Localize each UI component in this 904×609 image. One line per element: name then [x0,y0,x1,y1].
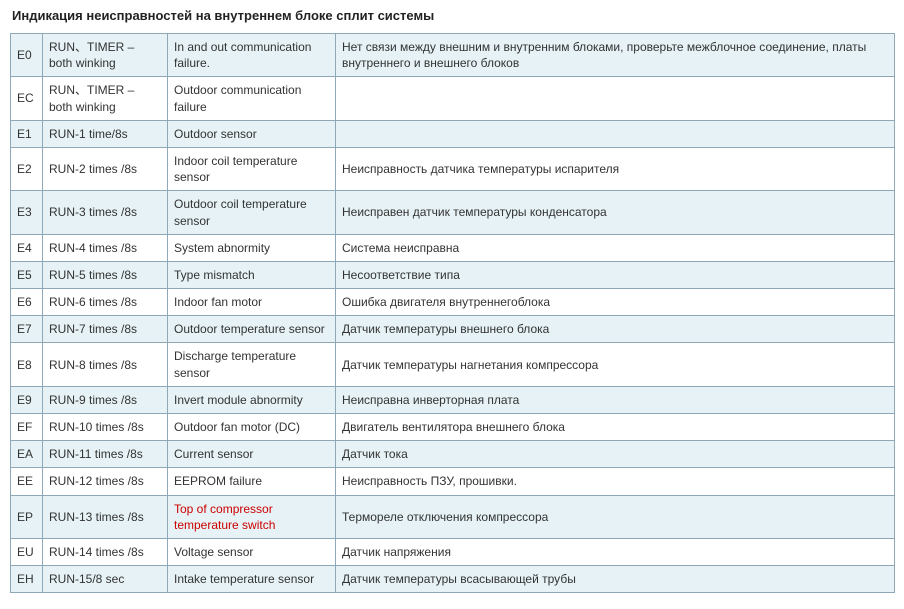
fault-ru-cell: Датчик тока [336,441,895,468]
table-row: EPRUN-13 times /8sTop of compressor temp… [11,495,895,538]
table-row: EARUN-11 times /8sCurrent sensorДатчик т… [11,441,895,468]
error-code: E2 [11,147,43,190]
fault-ru-cell: Ошибка двигателя внутреннегоблока [336,289,895,316]
indicator-cell: RUN-12 times /8s [43,468,168,495]
fault-ru-cell [336,77,895,120]
indicator-cell: RUN-11 times /8s [43,441,168,468]
fault-en-cell: Type mismatch [168,261,336,288]
fault-ru-cell: Датчик напряжения [336,538,895,565]
table-row: EFRUN-10 times /8sOutdoor fan motor (DC)… [11,414,895,441]
error-code: E4 [11,234,43,261]
fault-ru-cell: Датчик температуры всасывающей трубы [336,566,895,593]
fault-en-cell: Discharge temperature sensor [168,343,336,386]
fault-en-cell: Outdoor sensor [168,120,336,147]
indicator-cell: RUN-9 times /8s [43,386,168,413]
indicator-cell: RUN-6 times /8s [43,289,168,316]
error-code: EH [11,566,43,593]
fault-en-cell: Indoor coil temperature sensor [168,147,336,190]
fault-en-cell: Outdoor temperature sensor [168,316,336,343]
error-code: E1 [11,120,43,147]
indicator-cell: RUN-2 times /8s [43,147,168,190]
indicator-cell: RUN-14 times /8s [43,538,168,565]
indicator-cell: RUN、TIMER – both winking [43,77,168,120]
indicator-cell: RUN-4 times /8s [43,234,168,261]
table-row: E7RUN-7 times /8sOutdoor temperature sen… [11,316,895,343]
page-title: Индикация неисправностей на внутреннем б… [12,8,894,23]
fault-en-cell: Indoor fan motor [168,289,336,316]
fault-ru-cell: Нет связи между внешним и внутренним бло… [336,34,895,77]
fault-ru-cell: Неисправность датчика температуры испари… [336,147,895,190]
table-row: E5RUN-5 times /8sType mismatchНесоответс… [11,261,895,288]
error-code: EA [11,441,43,468]
table-row: EURUN-14 times /8sVoltage sensorДатчик н… [11,538,895,565]
table-row: ECRUN、TIMER – both winkingOutdoor commun… [11,77,895,120]
fault-ru-cell: Датчик температуры нагнетания компрессор… [336,343,895,386]
fault-en-cell: Outdoor communication failure [168,77,336,120]
fault-en-cell: Outdoor coil temperature sensor [168,191,336,234]
fault-en-cell: Invert module abnormity [168,386,336,413]
error-code: E6 [11,289,43,316]
table-row: E2RUN-2 times /8sIndoor coil temperature… [11,147,895,190]
table-row: E9RUN-9 times /8sInvert module abnormity… [11,386,895,413]
error-code: E0 [11,34,43,77]
fault-en-cell: Voltage sensor [168,538,336,565]
table-row: E1RUN-1 time/8sOutdoor sensor [11,120,895,147]
table-row: E0RUN、TIMER – both winkingIn and out com… [11,34,895,77]
indicator-cell: RUN-8 times /8s [43,343,168,386]
fault-en-cell: Intake temperature sensor [168,566,336,593]
indicator-cell: RUN-15/8 sec [43,566,168,593]
error-code: EP [11,495,43,538]
table-row: E3RUN-3 times /8sOutdoor coil temperatur… [11,191,895,234]
fault-ru-cell: Термореле отключения компрессора [336,495,895,538]
error-codes-table: E0RUN、TIMER – both winkingIn and out com… [10,33,895,593]
fault-ru-cell: Неисправна инверторная плата [336,386,895,413]
error-code: E7 [11,316,43,343]
fault-en-cell: Current sensor [168,441,336,468]
error-code: E8 [11,343,43,386]
error-code: EF [11,414,43,441]
table-row: E8RUN-8 times /8sDischarge temperature s… [11,343,895,386]
fault-ru-cell: Неисправность ПЗУ, прошивки. [336,468,895,495]
fault-ru-cell: Неисправен датчик температуры конденсато… [336,191,895,234]
fault-en-cell: System abnormity [168,234,336,261]
error-code: EC [11,77,43,120]
fault-ru-cell: Система неисправна [336,234,895,261]
indicator-cell: RUN-1 time/8s [43,120,168,147]
fault-en-cell: Top of compressor temperature switch [168,495,336,538]
error-code: E9 [11,386,43,413]
error-code: EU [11,538,43,565]
fault-ru-cell: Несоответствие типа [336,261,895,288]
indicator-cell: RUN-5 times /8s [43,261,168,288]
table-row: EH RUN-15/8 sec Intake temperature senso… [11,566,895,593]
indicator-cell: RUN-7 times /8s [43,316,168,343]
fault-en-cell: Outdoor fan motor (DC) [168,414,336,441]
fault-en-cell: EEPROM failure [168,468,336,495]
fault-en-cell: In and out communication failure. [168,34,336,77]
table-row: EERUN-12 times /8sEEPROM failureНеисправ… [11,468,895,495]
table-row: E6RUN-6 times /8sIndoor fan motorОшибка … [11,289,895,316]
indicator-cell: RUN-3 times /8s [43,191,168,234]
fault-ru-cell [336,120,895,147]
fault-ru-cell: Двигатель вентилятора внешнего блока [336,414,895,441]
indicator-cell: RUN、TIMER – both winking [43,34,168,77]
fault-ru-cell: Датчик температуры внешнего блока [336,316,895,343]
error-code: EE [11,468,43,495]
indicator-cell: RUN-13 times /8s [43,495,168,538]
indicator-cell: RUN-10 times /8s [43,414,168,441]
error-code: E5 [11,261,43,288]
table-row: E4RUN-4 times /8sSystem abnormityСистема… [11,234,895,261]
error-code: E3 [11,191,43,234]
